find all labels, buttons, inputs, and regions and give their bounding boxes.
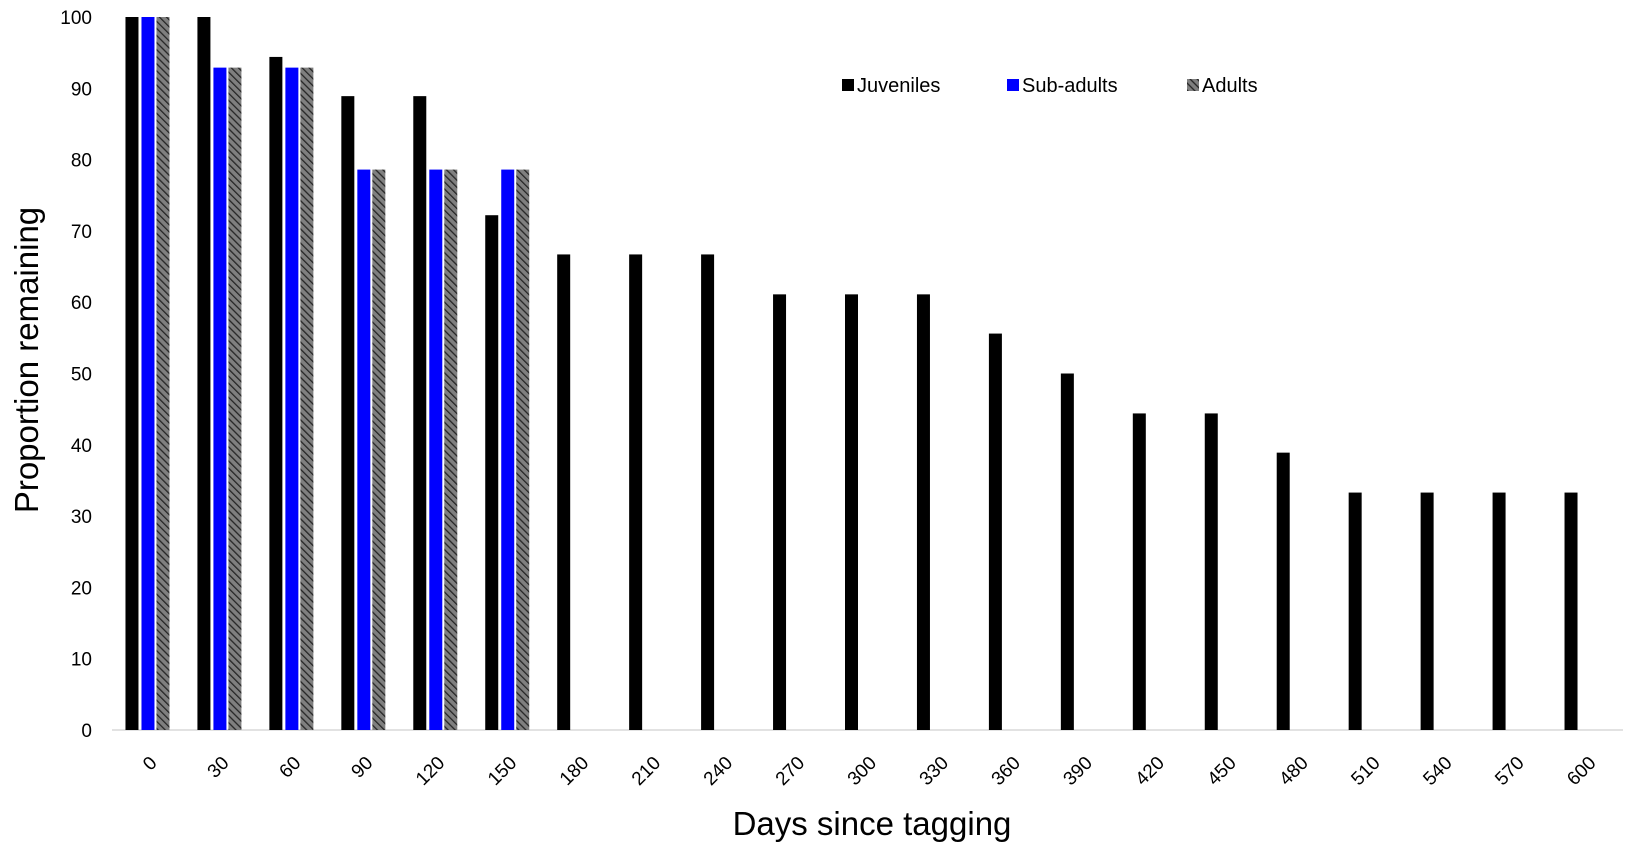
x-tick-label: 300 [844,753,881,790]
y-tick-label: 80 [71,151,92,172]
x-tick-label: 540 [1419,753,1456,790]
x-tick-label: 0 [139,753,161,775]
y-tick-label: 0 [81,721,92,742]
x-tick-label: 120 [412,753,449,790]
bar-juveniles [773,294,787,730]
x-tick-label: 30 [204,753,234,783]
x-tick-label: 390 [1060,753,1097,790]
x-tick-label: 420 [1132,753,1169,790]
bar-sub-adults [141,17,155,730]
x-tick-label: 480 [1275,753,1312,790]
bar-sub-adults [501,169,515,730]
y-tick-label: 70 [71,222,92,243]
bars [125,17,1578,731]
bar-adults [444,169,458,730]
x-tick-label: 240 [700,753,737,790]
y-tick-label: 20 [71,578,92,599]
bar-juveniles [557,254,571,730]
bar-sub-adults [429,169,443,730]
x-axis-title: Days since tagging [733,805,1012,842]
y-tick-label: 90 [71,79,92,100]
bar-juveniles [1348,492,1362,730]
bar-juveniles [1276,452,1290,730]
legend-label: Sub-adults [1022,75,1118,97]
y-tick-label: 30 [71,507,92,528]
y-tick-label: 40 [71,436,92,457]
bar-juveniles [845,294,858,730]
x-tick-label: 270 [772,753,809,790]
bar-juveniles [916,294,930,730]
x-tick-label: 60 [276,753,306,783]
bar-juveniles [1204,413,1218,730]
bar-juveniles [1492,492,1506,730]
x-tick-label: 150 [484,753,521,790]
bar-adults [516,169,530,730]
x-tick-label: 570 [1491,753,1528,790]
legend-label: Juveniles [857,75,940,97]
bar-juveniles [413,96,427,730]
legend: Juveniles Sub-adults Adults [842,75,1258,97]
x-tick-label: 510 [1347,753,1384,790]
bar-sub-adults [285,67,299,731]
bar-adults [156,17,170,730]
bar-adults [372,169,386,730]
bar-sub-adults [213,67,227,731]
x-tick-label: 360 [988,753,1025,790]
bar-juveniles [1060,373,1074,730]
bar-juveniles [197,17,211,730]
x-tick-label: 210 [628,753,665,790]
x-tick-label: 180 [556,753,593,790]
bar-juveniles [988,333,1002,730]
bar-juveniles [1564,492,1578,730]
bar-juveniles [1132,413,1146,730]
legend-label: Adults [1202,75,1258,97]
bar-juveniles [701,254,715,730]
y-tick-label: 10 [71,650,92,671]
x-tick-label: 450 [1204,753,1241,790]
bar-juveniles [485,215,499,731]
bar-adults [228,67,242,731]
x-tick-label: 90 [348,753,378,783]
x-tick-label: 600 [1563,753,1600,790]
y-tick-label: 100 [60,8,92,29]
y-tick-label: 50 [71,365,92,386]
bar-sub-adults [357,169,371,730]
x-tick-label: 330 [916,753,953,790]
bar-juveniles [269,56,283,731]
legend-swatch [1187,79,1199,91]
bar-juveniles [1420,492,1434,730]
legend-swatch [1007,79,1019,91]
bar-adults [300,67,314,731]
y-tick-label: 60 [71,293,92,314]
legend-swatch [842,79,854,91]
bar-juveniles [629,254,643,730]
y-axis-title: Proportion remaining [8,207,45,513]
bar-juveniles [341,96,355,730]
bar-juveniles [125,17,139,730]
